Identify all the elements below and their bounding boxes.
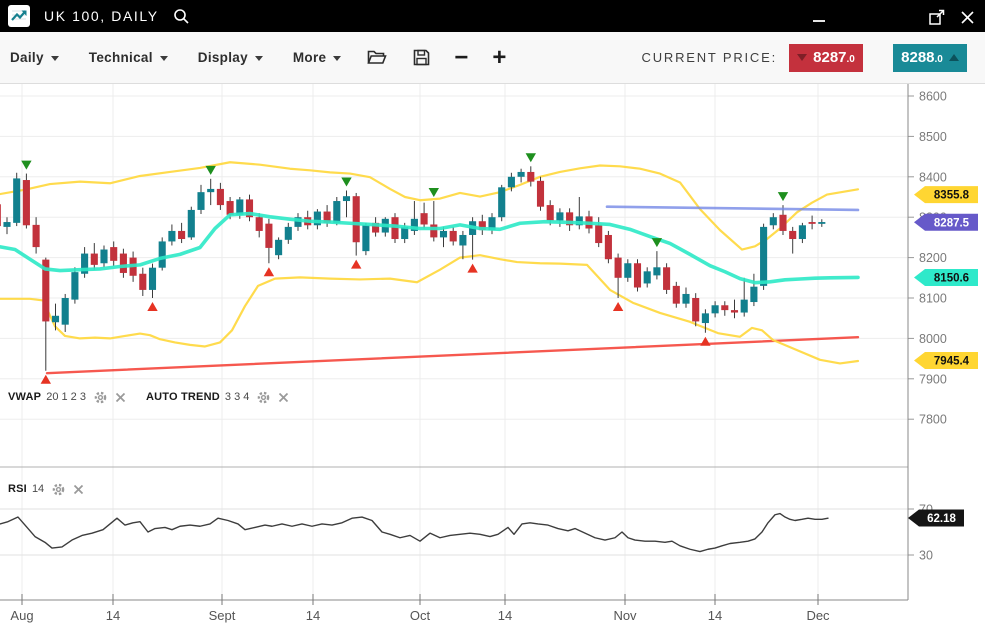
zoom-in-button[interactable]: + — [492, 43, 507, 71]
chevron-down-icon — [254, 56, 263, 61]
autotrend-indicator-label: AUTO TREND — [145, 391, 220, 403]
instrument-title: UK 100, DAILY — [44, 8, 159, 24]
minimize-icon[interactable] — [810, 9, 828, 25]
menu-display[interactable]: Display — [198, 50, 263, 65]
svg-text:14: 14 — [306, 608, 320, 623]
svg-text:62.18: 62.18 — [927, 513, 956, 525]
menu-timeframe-label: Daily — [10, 50, 44, 65]
svg-text:Aug: Aug — [10, 608, 33, 623]
vwap-indicator-label: VWAP — [8, 391, 42, 403]
current-price-group: CURRENT PRICE: 8287.0 8288.0 — [641, 43, 967, 72]
buy-price-value: 8288 — [901, 49, 935, 66]
chevron-down-icon — [50, 56, 59, 61]
svg-text:8400: 8400 — [919, 170, 947, 184]
arrow-up-icon — [948, 54, 959, 61]
autotrend-indicator-params: 3 3 4 — [224, 391, 250, 403]
close-icon[interactable] — [958, 9, 976, 25]
sell-price-value: 8287 — [813, 49, 847, 66]
svg-text:30: 30 — [919, 549, 933, 563]
svg-text:7800: 7800 — [919, 413, 947, 427]
svg-text:7945.4: 7945.4 — [934, 355, 970, 367]
rsi-indicator-label: RSI — [8, 483, 27, 495]
menu-more[interactable]: More — [292, 50, 342, 65]
title-bar: UK 100, DAILY — [0, 0, 985, 32]
menu-technical-label: Technical — [88, 50, 153, 65]
vwap-remove-icon[interactable] — [115, 392, 126, 403]
save-icon[interactable] — [413, 49, 430, 66]
menu-timeframe[interactable]: Daily — [10, 50, 59, 65]
svg-text:7900: 7900 — [919, 372, 947, 386]
price-chart[interactable]: 8600850084008300820081008000790078007030… — [0, 84, 985, 625]
svg-text:8600: 8600 — [919, 90, 947, 104]
current-price-label: CURRENT PRICE: — [641, 50, 777, 65]
svg-text:Oct: Oct — [410, 608, 431, 623]
svg-text:8500: 8500 — [919, 130, 947, 144]
app-logo-icon — [8, 5, 30, 27]
popout-icon[interactable] — [928, 9, 946, 25]
svg-text:Sept: Sept — [209, 608, 236, 623]
zoom-out-button[interactable]: − — [454, 43, 469, 71]
svg-text:8287.5: 8287.5 — [934, 217, 970, 229]
chevron-down-icon — [333, 56, 342, 61]
vwap-settings-icon[interactable] — [94, 391, 107, 404]
chart-toolbar: Daily Technical Display More — [0, 32, 985, 84]
menu-technical[interactable]: Technical — [89, 50, 168, 65]
autotrend-remove-icon[interactable] — [278, 392, 289, 403]
svg-text:Dec: Dec — [806, 608, 830, 623]
arrow-down-icon — [797, 54, 808, 61]
svg-text:8150.6: 8150.6 — [934, 273, 969, 285]
rsi-settings-icon[interactable] — [52, 483, 65, 496]
chevron-down-icon — [159, 56, 168, 61]
search-icon[interactable] — [173, 8, 190, 25]
sell-price-button[interactable]: 8287.0 — [789, 43, 863, 72]
svg-text:14: 14 — [498, 608, 512, 623]
svg-text:14: 14 — [708, 608, 722, 623]
rsi-legend-row: RSI 14 — [8, 481, 84, 497]
buy-price-button[interactable]: 8288.0 — [893, 43, 967, 72]
svg-text:8200: 8200 — [919, 251, 947, 265]
autotrend-settings-icon[interactable] — [257, 391, 270, 404]
rsi-indicator-params: 14 — [31, 483, 45, 495]
indicator-legend-row: VWAP 20 1 2 3 AUTO TREND 3 3 4 — [8, 389, 289, 405]
svg-text:8000: 8000 — [919, 332, 947, 346]
menu-more-label: More — [292, 50, 327, 65]
buy-price-decimal: .0 — [934, 54, 943, 65]
chart-container: 8600850084008300820081008000790078007030… — [0, 84, 985, 625]
svg-text:Nov: Nov — [613, 608, 637, 623]
svg-text:8100: 8100 — [919, 292, 947, 306]
menu-display-label: Display — [197, 50, 248, 65]
sell-price-decimal: .0 — [846, 54, 855, 65]
vwap-indicator-params: 20 1 2 3 — [46, 391, 86, 403]
open-folder-icon[interactable] — [367, 49, 388, 66]
svg-text:14: 14 — [106, 608, 120, 623]
rsi-remove-icon[interactable] — [73, 484, 84, 495]
svg-text:8355.8: 8355.8 — [934, 190, 970, 202]
